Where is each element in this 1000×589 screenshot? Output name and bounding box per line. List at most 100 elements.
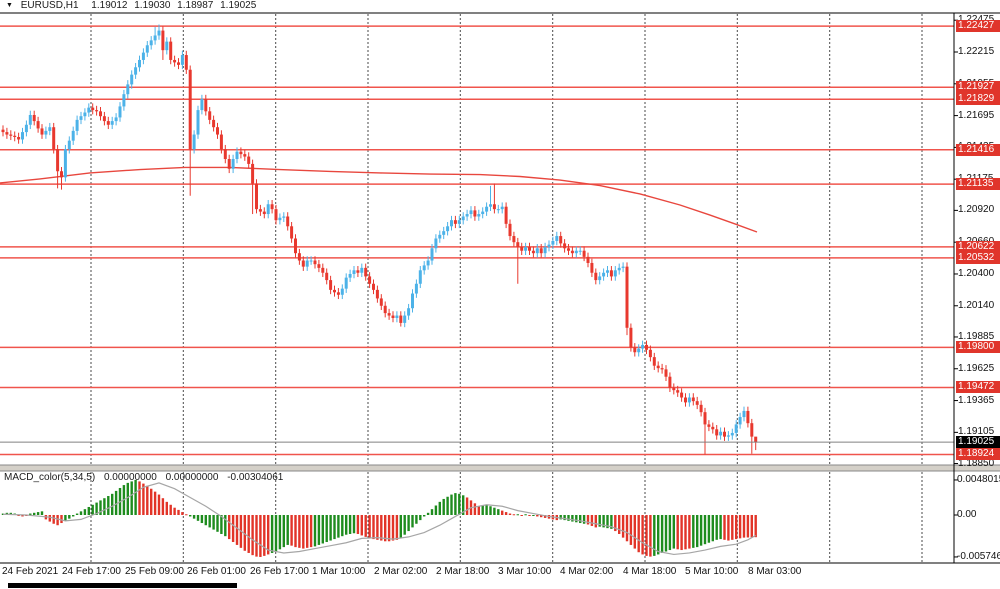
macd-bar — [715, 515, 718, 540]
macd-bar — [403, 515, 406, 535]
candle-body — [652, 357, 656, 366]
macd-bar — [270, 515, 274, 553]
candle-body — [60, 171, 63, 178]
macd-bar — [434, 505, 438, 515]
candle-body — [138, 59, 141, 68]
price-tick-label: 1.22215 — [958, 46, 995, 57]
macd-bar — [282, 515, 285, 548]
level-price-badge: 1.22427 — [956, 20, 1000, 33]
candle-body — [559, 236, 563, 244]
candle-body — [645, 344, 648, 350]
macd-bar — [103, 498, 106, 515]
macd-signal-line — [2, 482, 756, 556]
macd-bar — [60, 515, 63, 524]
candle-body — [504, 206, 508, 224]
macd-bar — [579, 515, 582, 524]
high-value: 1.19030 — [134, 0, 171, 11]
macd-bar — [426, 512, 430, 515]
symbol-timeframe-label: EURUSD,H1 — [20, 0, 79, 11]
macd-bar — [173, 507, 176, 515]
candle-body — [481, 211, 485, 215]
low-value: 1.18987 — [177, 0, 214, 11]
candle-body — [223, 149, 227, 160]
candle-body — [52, 127, 56, 150]
candle-body — [430, 248, 434, 261]
candle-body — [582, 250, 586, 257]
candle-body — [453, 220, 457, 224]
candle-body — [333, 289, 336, 293]
candle-body — [442, 231, 446, 235]
macd-bar — [458, 493, 461, 515]
macd-bar — [75, 513, 79, 515]
macd-bar — [306, 515, 309, 548]
candle-body — [680, 392, 684, 398]
macd-bar — [68, 515, 71, 519]
candle-body — [395, 315, 399, 319]
macd-bar — [348, 515, 352, 534]
candle-body — [91, 107, 95, 111]
macd-bar — [212, 515, 215, 530]
candle-body — [99, 111, 102, 117]
candle-body — [617, 267, 621, 271]
candle-body — [360, 267, 364, 273]
macd-bar — [629, 515, 633, 545]
candle-body — [305, 260, 309, 267]
candle-body — [56, 149, 60, 172]
macd-bar — [91, 504, 94, 515]
candle-body — [348, 273, 352, 278]
macd-bar — [582, 515, 586, 524]
candle-body — [551, 240, 555, 245]
price-tick-label: 1.20920 — [958, 204, 995, 216]
horizontal-scrollbar-thumb[interactable] — [8, 583, 237, 588]
candle-body — [122, 94, 126, 107]
candle-body — [274, 209, 278, 221]
chart-dropdown-icon[interactable]: ▼ — [6, 2, 13, 9]
macd-bar — [419, 515, 422, 521]
candle-body — [87, 107, 91, 113]
candle-body — [134, 67, 138, 75]
macd-bar — [317, 515, 321, 545]
candle-body — [726, 435, 730, 437]
macd-bar — [430, 509, 434, 515]
candle-body — [520, 247, 524, 251]
candle-body — [173, 59, 177, 63]
macd-bar — [637, 515, 640, 553]
candle-body — [262, 211, 266, 215]
macd-bar — [387, 515, 391, 542]
candle-body — [535, 248, 539, 254]
macd-bar — [590, 515, 594, 526]
macd-bar — [528, 515, 531, 516]
level-price-badge: 1.21416 — [956, 143, 1000, 156]
macd-bar — [497, 509, 500, 515]
candle-body — [32, 114, 36, 122]
candle-body — [372, 283, 375, 290]
macd-bar — [750, 515, 753, 538]
candle-body — [106, 121, 110, 125]
candle-body — [711, 426, 715, 430]
candle-body — [676, 390, 680, 393]
chart-info-line: ▼ EURUSD,H1 1.19012 1.19030 1.18987 1.19… — [0, 0, 1000, 13]
time-tick-label: 26 Feb 17:00 — [250, 566, 309, 577]
candle-body — [149, 40, 153, 46]
macd-bar — [746, 515, 750, 538]
macd-tick-label: -0.0057467 — [957, 550, 1000, 562]
macd-bar — [9, 512, 12, 515]
macd-bar — [754, 515, 757, 538]
macd-bar — [192, 515, 196, 519]
macd-bar — [668, 515, 672, 551]
candle-body — [574, 250, 578, 254]
candle-body — [555, 236, 559, 241]
time-tick-label: 24 Feb 17:00 — [62, 566, 121, 577]
macd-indicator-label: MACD_color(5,34,5) — [4, 472, 96, 483]
candle-body — [258, 209, 262, 212]
time-tick-label: 2 Mar 02:00 — [374, 566, 428, 577]
candle-body — [239, 151, 243, 155]
candle-body — [672, 387, 676, 391]
time-tick-label: 8 Mar 03:00 — [748, 566, 802, 577]
macd-bar — [294, 515, 297, 548]
macd-bar — [321, 515, 324, 544]
candle-body — [734, 424, 738, 433]
macd-bar — [512, 514, 516, 516]
